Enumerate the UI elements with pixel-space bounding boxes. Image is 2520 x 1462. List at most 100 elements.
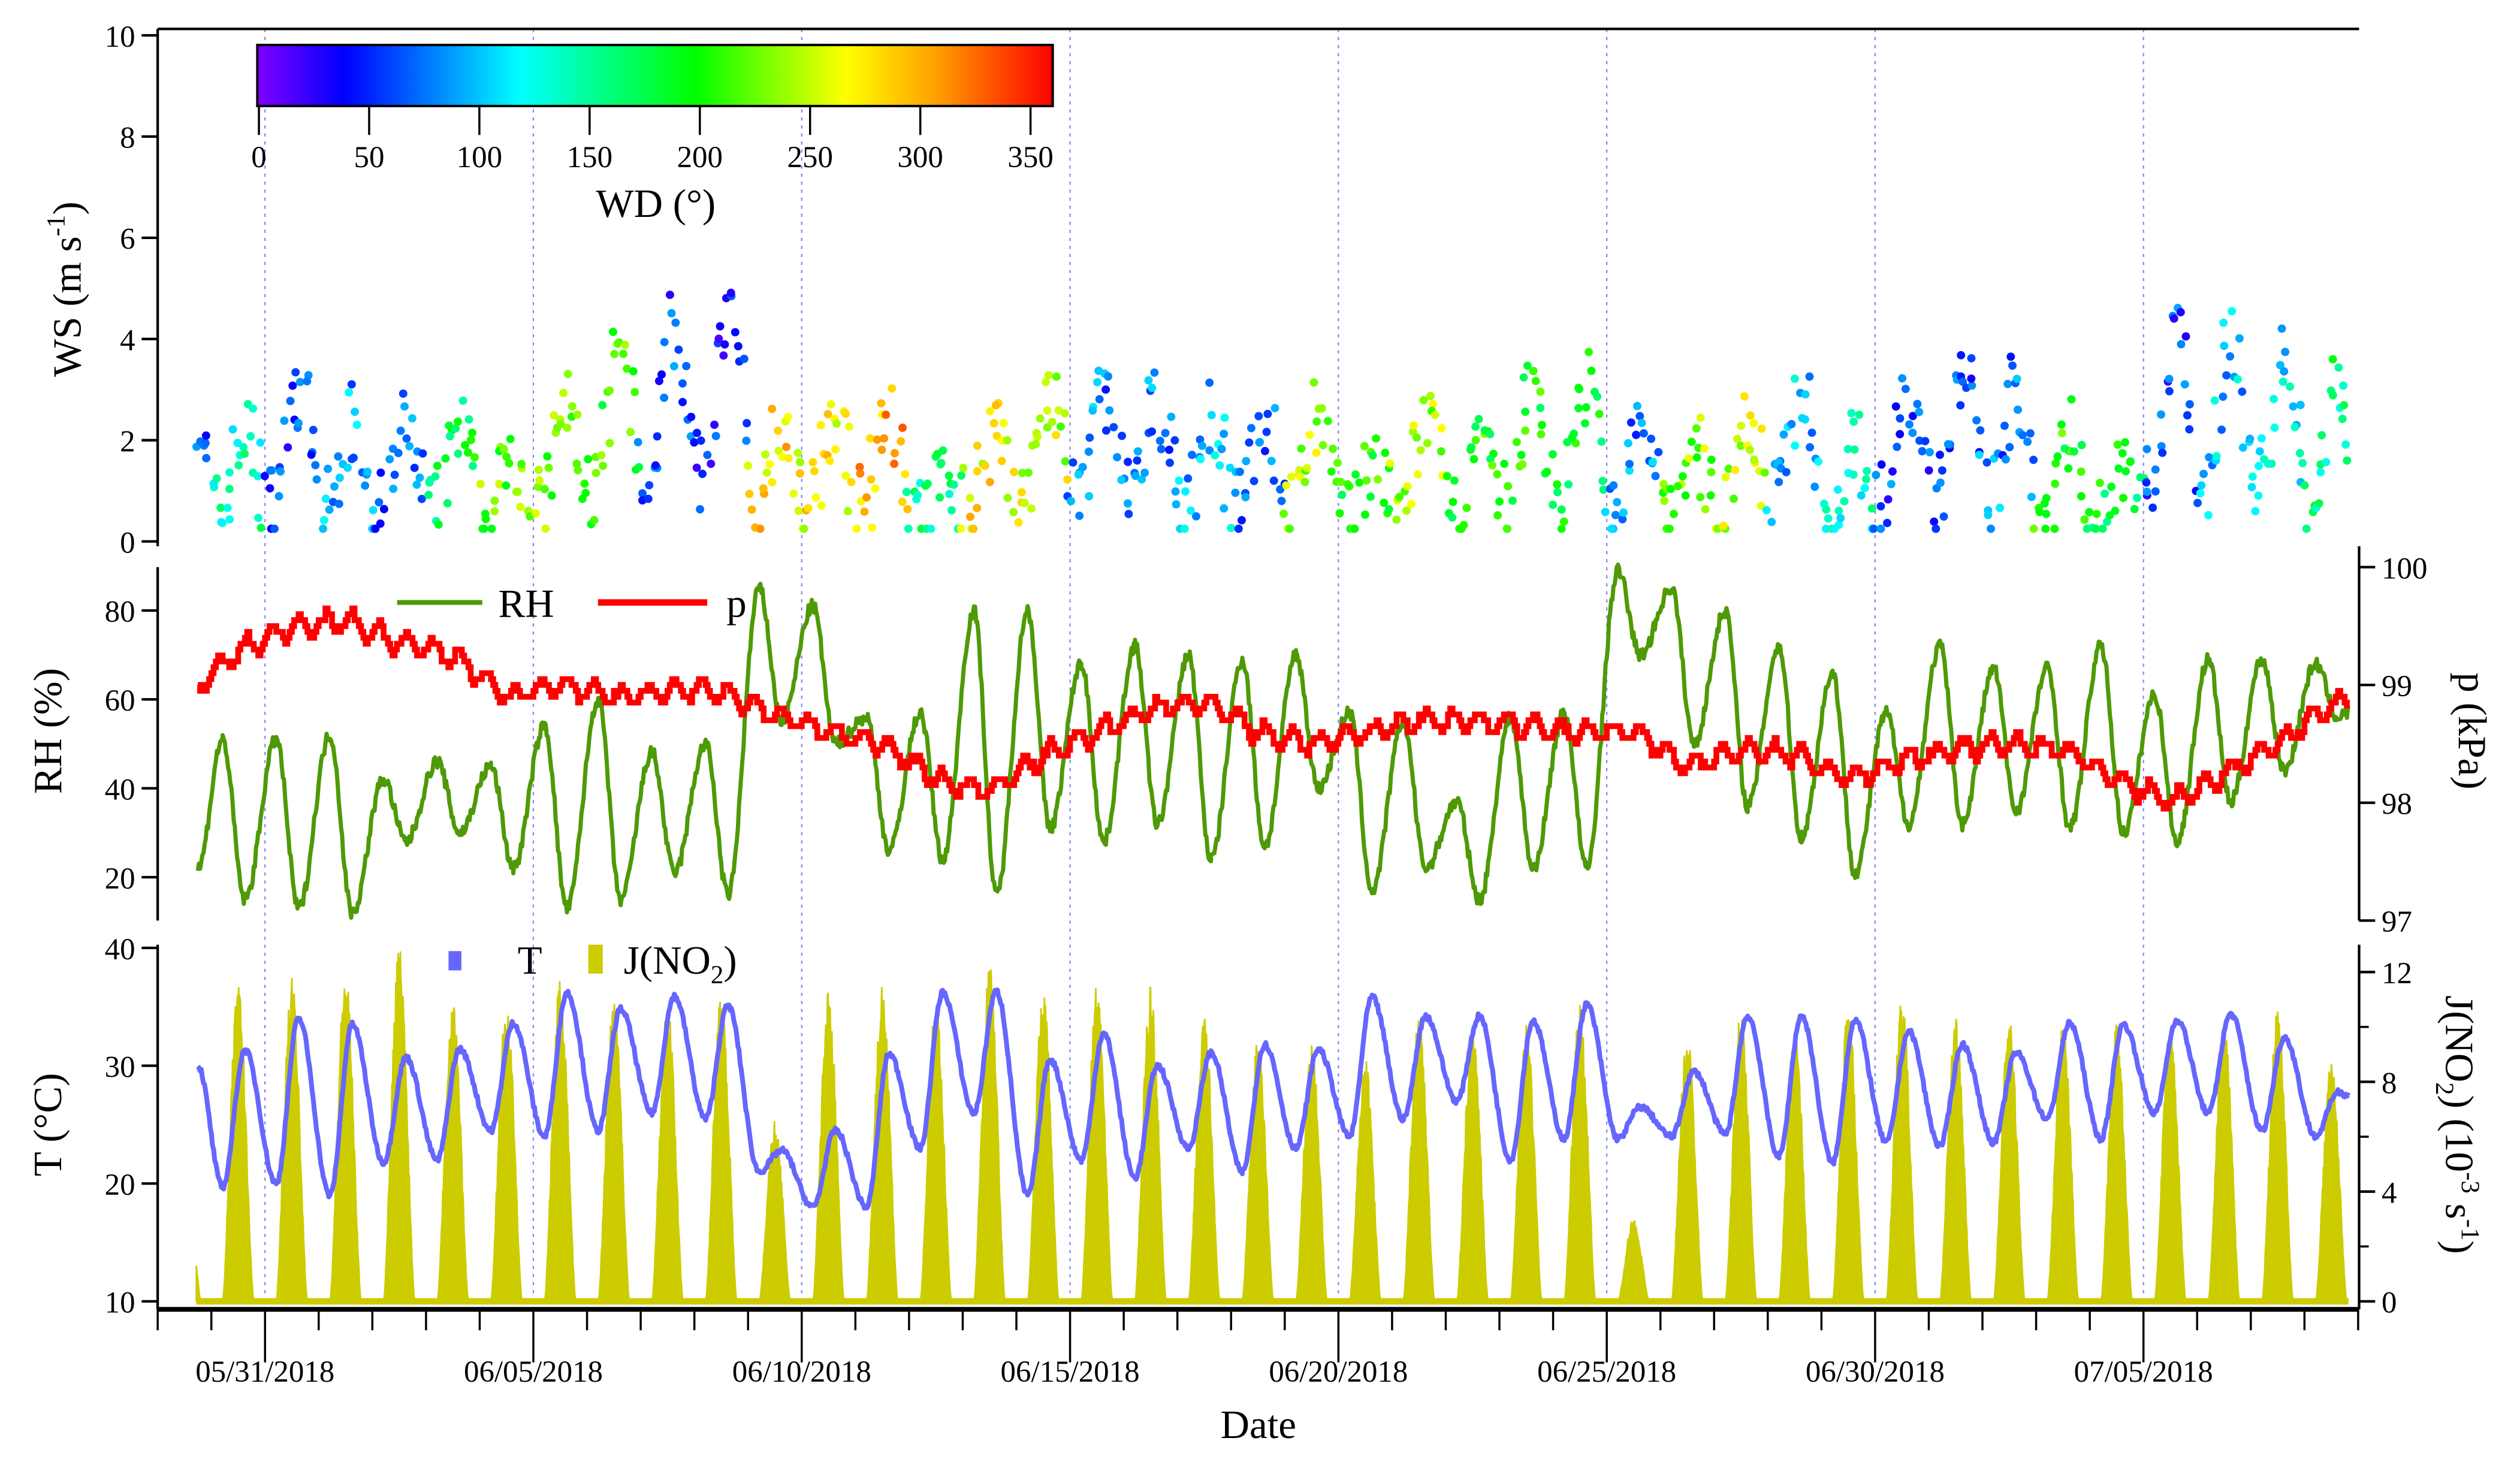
ws-point bbox=[1908, 428, 1917, 437]
ws-point bbox=[274, 492, 283, 501]
ws-point bbox=[1585, 348, 1594, 357]
ws-point bbox=[716, 322, 725, 331]
ws-point bbox=[1967, 354, 1976, 363]
ws-point bbox=[1531, 376, 1540, 385]
ws-point bbox=[1822, 505, 1831, 514]
ws-point bbox=[389, 484, 398, 493]
ws-point bbox=[394, 449, 403, 458]
ws-point bbox=[720, 340, 729, 349]
ws-point bbox=[1536, 387, 1545, 396]
ws-point bbox=[744, 461, 752, 470]
ws-point bbox=[956, 524, 965, 533]
ws-point bbox=[1984, 511, 1993, 519]
ws-point bbox=[2277, 324, 2286, 333]
ws-point bbox=[2085, 508, 2094, 516]
ws-point bbox=[1118, 431, 1127, 440]
ws-point bbox=[944, 472, 953, 480]
ws-point bbox=[405, 442, 414, 451]
ws-point bbox=[1696, 413, 1705, 422]
ws-point bbox=[852, 524, 861, 533]
ws-point bbox=[2050, 524, 2059, 533]
ws-point bbox=[1052, 431, 1061, 440]
ws-point bbox=[581, 488, 590, 497]
ws-point bbox=[877, 399, 886, 408]
y-tick-label: 2 bbox=[120, 425, 135, 458]
ws-point bbox=[228, 425, 237, 434]
ws-point bbox=[1009, 508, 1018, 516]
ws-point bbox=[1660, 496, 1669, 505]
ws-point bbox=[2069, 447, 2078, 456]
ws-point bbox=[1267, 457, 1276, 466]
ws-point bbox=[2340, 401, 2349, 410]
ws-point bbox=[410, 463, 419, 472]
ws-point bbox=[2219, 318, 2228, 327]
ws-point bbox=[2257, 434, 2266, 443]
ws-point bbox=[1685, 454, 1694, 463]
ws-point bbox=[1508, 496, 1517, 505]
ws-point bbox=[2281, 348, 2290, 357]
ws-point bbox=[2142, 487, 2151, 496]
ws-point bbox=[479, 524, 488, 533]
ws-point bbox=[1295, 466, 1304, 475]
legend-t-swatch bbox=[448, 951, 461, 971]
ws-point bbox=[1300, 478, 1309, 487]
ws-point bbox=[669, 362, 678, 371]
ws-point bbox=[1285, 524, 1294, 533]
ws-point bbox=[923, 479, 932, 488]
ws-point bbox=[2157, 410, 2166, 419]
ws-point bbox=[855, 463, 864, 472]
ws-point bbox=[312, 475, 321, 484]
ws-point bbox=[225, 468, 234, 477]
ws-point bbox=[2193, 499, 2202, 508]
ws-point bbox=[2185, 400, 2194, 409]
ws-point bbox=[1779, 430, 1788, 439]
ws-point bbox=[1245, 438, 1254, 447]
colorbar-tick-label: 200 bbox=[677, 141, 723, 174]
ws-point bbox=[1876, 524, 1885, 533]
x-tick-label: 06/30/2018 bbox=[1806, 1355, 1945, 1389]
ws-point bbox=[572, 460, 581, 468]
ws-point bbox=[1360, 442, 1369, 451]
y-tick-label: 20 bbox=[105, 1168, 135, 1202]
ws-point bbox=[959, 464, 968, 473]
ws-point bbox=[2067, 395, 2076, 404]
ws-point bbox=[266, 466, 274, 475]
ws-point bbox=[1787, 419, 1796, 428]
ws-point bbox=[761, 450, 770, 459]
ws-point bbox=[1381, 448, 1390, 457]
ws-point bbox=[1884, 495, 1893, 504]
ws-point bbox=[1205, 378, 1214, 387]
x-tick-label: 05/31/2018 bbox=[195, 1355, 334, 1389]
ws-point bbox=[1553, 480, 1562, 489]
ws-point bbox=[1488, 461, 1497, 470]
ws-point bbox=[1760, 468, 1769, 477]
ws-point bbox=[1333, 458, 1342, 467]
ws-point bbox=[517, 460, 526, 469]
ws-point bbox=[1220, 413, 1229, 422]
ws-point bbox=[1537, 421, 1546, 430]
ws-point bbox=[461, 440, 470, 449]
ws-point bbox=[1896, 430, 1905, 439]
ws-point bbox=[563, 370, 572, 379]
ws-y-ticks: 0 2 4 6 8 10 bbox=[105, 20, 158, 560]
ws-point bbox=[605, 386, 614, 395]
ws-point bbox=[1943, 440, 1952, 449]
ws-point bbox=[1181, 487, 1190, 496]
ws-point bbox=[1323, 416, 1332, 425]
ws-point bbox=[1227, 524, 1236, 533]
ws-point bbox=[1450, 476, 1459, 485]
ws-point bbox=[2077, 440, 2086, 449]
ws-point bbox=[1548, 450, 1557, 459]
ws-point bbox=[1613, 498, 1622, 507]
jno2-y-label: J(NO2) (10-3 s-1) bbox=[2430, 995, 2484, 1254]
ws-point bbox=[1767, 518, 1776, 527]
ws-point bbox=[794, 506, 803, 515]
ws-point bbox=[2126, 457, 2135, 466]
ws-point bbox=[1270, 404, 1279, 413]
ws-point bbox=[1336, 478, 1345, 487]
ws-point bbox=[431, 472, 440, 481]
ws-point bbox=[991, 401, 1000, 410]
ws-point bbox=[1618, 515, 1627, 524]
ws-point bbox=[2151, 465, 2160, 474]
ws-point bbox=[1395, 493, 1404, 502]
